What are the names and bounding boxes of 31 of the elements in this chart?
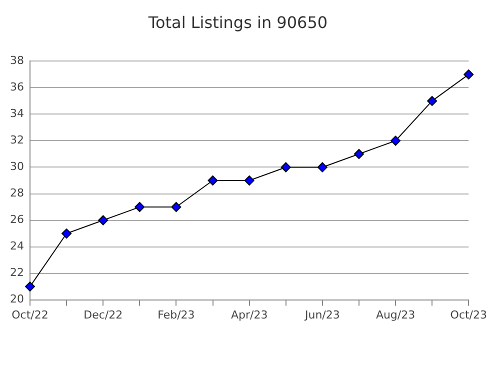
point: [171, 202, 182, 212]
point: [280, 162, 291, 172]
point: [354, 148, 364, 159]
point: [62, 228, 72, 239]
y-tick-label: 38: [10, 54, 24, 68]
x-tick-label: Apr/23: [230, 308, 268, 322]
x-tick-label: Jun/23: [304, 308, 340, 322]
chart-title: Total Listings in 90650: [147, 12, 328, 32]
y-tick-label: 32: [10, 134, 24, 147]
point: [244, 176, 254, 186]
y-tick-label: 26: [10, 213, 24, 226]
point: [390, 136, 401, 146]
x-tick-label: Aug/23: [376, 308, 416, 322]
y-tick-label: 36: [10, 80, 24, 94]
point: [208, 176, 218, 186]
y-tick-label: 24: [10, 240, 24, 253]
y-tick-label: 28: [10, 186, 24, 200]
point: [317, 162, 328, 172]
x-tick-label: Oct/23: [450, 308, 488, 322]
x-tick-label: Feb/23: [158, 308, 195, 322]
x-tick-label: Dec/22: [84, 308, 123, 322]
point: [464, 69, 474, 80]
y-tick-label: 34: [10, 107, 24, 120]
y-tick-label: 20: [10, 292, 24, 306]
point: [98, 215, 108, 226]
point: [24, 282, 35, 292]
point: [134, 202, 145, 212]
point: [427, 96, 438, 106]
x-tick-label: Oct/22: [12, 308, 48, 322]
y-tick-label: 22: [10, 266, 24, 280]
y-tick-label: 30: [10, 160, 24, 174]
